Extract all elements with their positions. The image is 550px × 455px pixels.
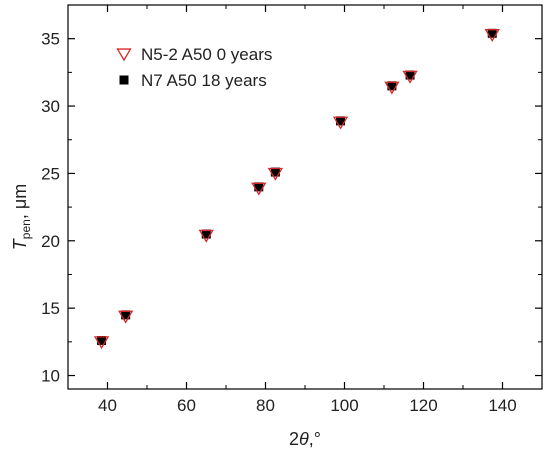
y-tick-label: 20: [41, 232, 60, 251]
data-point-triangle: [251, 182, 267, 196]
legend-triangle-icon: [116, 48, 132, 62]
y-axis: 10 15 20 25 30 35: [41, 30, 542, 386]
x-axis-label: 2θ,°: [289, 429, 321, 449]
data-point-square: [336, 116, 346, 126]
legend-label-series-2: N7 A50 18 years: [141, 71, 267, 90]
data-point-square: [387, 81, 397, 91]
plot-frame: [67, 4, 543, 390]
y-tick-label: 10: [41, 367, 60, 386]
data-point-triangle: [484, 29, 500, 42]
x-tick-label: 120: [409, 396, 437, 415]
x-tick-label: 40: [98, 396, 117, 415]
data-point-square: [270, 167, 280, 177]
legend-square-icon: [119, 75, 129, 85]
x-tick-label: 100: [330, 396, 358, 415]
legend-label-series-1: N5-2 A50 0 years: [141, 45, 272, 64]
x-tick-label: 60: [177, 396, 196, 415]
x-tick-label: 80: [256, 396, 275, 415]
data-series: [93, 28, 500, 350]
x-axis: 40 60 80 100 120 140: [98, 5, 517, 415]
legend-marker-triangle: [116, 48, 132, 62]
data-point-square: [201, 229, 211, 239]
y-tick-label: 30: [41, 97, 60, 116]
data-point-triangle: [93, 336, 110, 350]
data-point-triangle: [198, 229, 214, 243]
data-point-square: [97, 335, 107, 345]
data-point-square: [121, 310, 131, 320]
y-axis-label: Tpen, μm: [10, 184, 33, 250]
y-tick-label: 15: [41, 299, 60, 318]
data-point-triangle: [267, 167, 284, 181]
data-point-triangle: [332, 116, 349, 130]
x-tick-label: 140: [488, 396, 516, 415]
data-point-triangle: [402, 70, 418, 84]
data-point-triangle: [118, 310, 134, 324]
data-point-square: [254, 182, 264, 192]
y-tick-label: 35: [41, 30, 60, 49]
data-point-square: [405, 70, 415, 80]
data-point-triangle: [384, 81, 400, 95]
data-point-square: [487, 28, 497, 38]
y-tick-label: 25: [41, 164, 60, 183]
legend: N5-2 A50 0 years N7 A50 18 years: [116, 45, 272, 90]
legend-marker-square: [119, 75, 129, 85]
